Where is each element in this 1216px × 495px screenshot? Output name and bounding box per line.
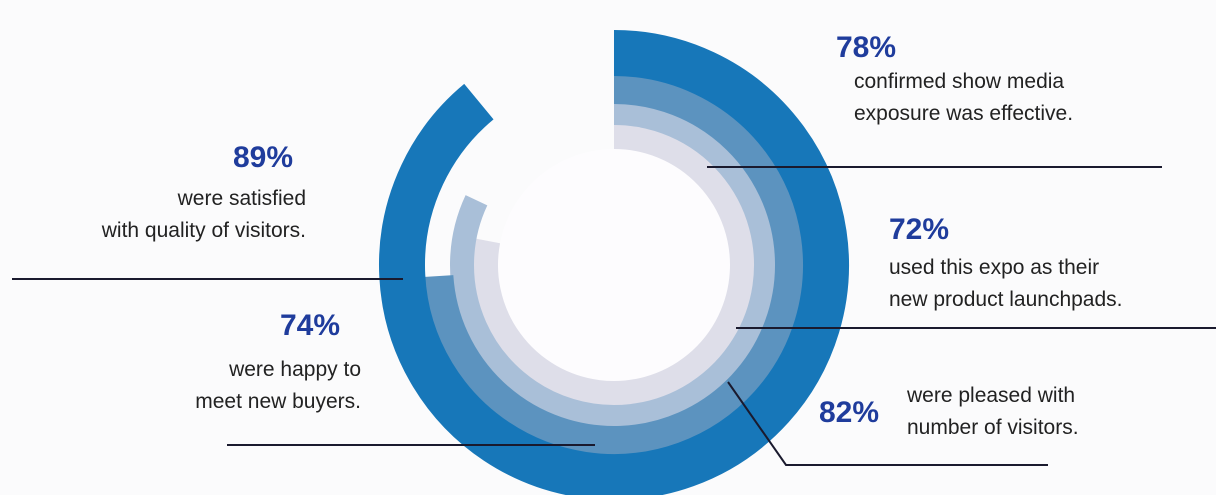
desc-satisfied-line1: were satisfied (177, 187, 306, 210)
pct-label-pleased: 82% (819, 396, 880, 429)
desc-happy: were happy to meet new buyers. (195, 354, 361, 418)
pct-label-satisfied: 89% (233, 141, 294, 174)
desc-media-line2: exposure was effective. (854, 102, 1074, 125)
desc-pleased-line1: were pleased with (907, 384, 1076, 407)
desc-happy-line1: were happy to (229, 358, 361, 381)
chart-center-disc (498, 149, 730, 381)
pct-label-media: 78% (836, 31, 897, 64)
desc-media-line1: confirmed show media (854, 70, 1065, 93)
desc-launch-line2: new product launchpads. (889, 288, 1123, 311)
desc-pleased: were pleased with number of visitors. (907, 380, 1079, 444)
leader-line-pleased (727, 381, 1048, 466)
desc-happy-line2: meet new buyers. (195, 390, 361, 413)
desc-media: confirmed show media exposure was effect… (854, 66, 1073, 130)
ring-bar-82 (450, 101, 778, 429)
ring-bar-78 (472, 123, 756, 407)
desc-satisfied: were satisfied with quality of visitors. (102, 183, 306, 247)
desc-launch: used this expo as their new product laun… (889, 252, 1123, 316)
desc-launch-line1: used this expo as their (889, 256, 1100, 279)
pct-label-happy: 74% (280, 309, 341, 342)
pct-label-launch: 72% (889, 213, 950, 246)
desc-pleased-line2: number of visitors. (907, 416, 1079, 439)
ring-bar-89 (379, 30, 849, 495)
ring-bar-74 (421, 72, 807, 458)
desc-satisfied-line2: with quality of visitors. (101, 219, 306, 242)
